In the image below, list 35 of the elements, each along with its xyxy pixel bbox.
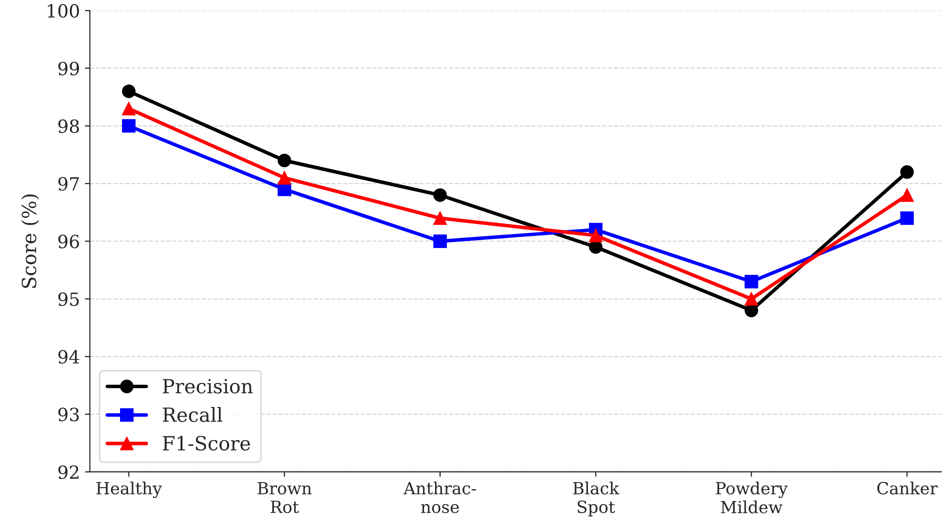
point xyxy=(900,188,914,202)
legend-label: Recall xyxy=(162,407,222,422)
point xyxy=(744,292,758,306)
y-tick-label: 95 xyxy=(58,292,79,306)
point xyxy=(744,304,758,318)
y-tick-label: 93 xyxy=(58,408,79,422)
point xyxy=(122,84,136,98)
point xyxy=(122,119,136,133)
x-tick-label: Anthrac- nose xyxy=(403,482,476,514)
y-tick-label: 97 xyxy=(58,177,79,191)
point xyxy=(588,240,602,254)
point xyxy=(278,154,292,168)
point xyxy=(588,228,602,242)
point xyxy=(900,165,914,179)
y-tick-label: 98 xyxy=(58,119,79,134)
point xyxy=(744,274,758,288)
y-tick-label: 94 xyxy=(58,350,80,364)
point xyxy=(433,211,447,225)
x-tick-label: Powdery Mildew xyxy=(716,482,788,514)
y-tick-label: 96 xyxy=(58,234,80,248)
x-tick-label: Canker xyxy=(877,482,938,494)
x-tick-label: Black Spot xyxy=(573,482,620,516)
y-tick-label: 92 xyxy=(58,465,78,479)
y-tick-label: 99 xyxy=(58,62,79,76)
point xyxy=(122,102,136,116)
legend-label: Precision xyxy=(162,378,253,394)
legend-label: F1-Score xyxy=(162,436,250,451)
x-tick-label: Brown Rot xyxy=(258,482,312,514)
point xyxy=(278,171,292,185)
y-tick-label: 100 xyxy=(48,4,79,18)
point xyxy=(900,211,914,225)
x-tick-label: Healthy xyxy=(96,482,162,498)
point xyxy=(433,234,447,248)
y-axis-title: Score (%) xyxy=(21,194,40,288)
point xyxy=(433,188,447,202)
